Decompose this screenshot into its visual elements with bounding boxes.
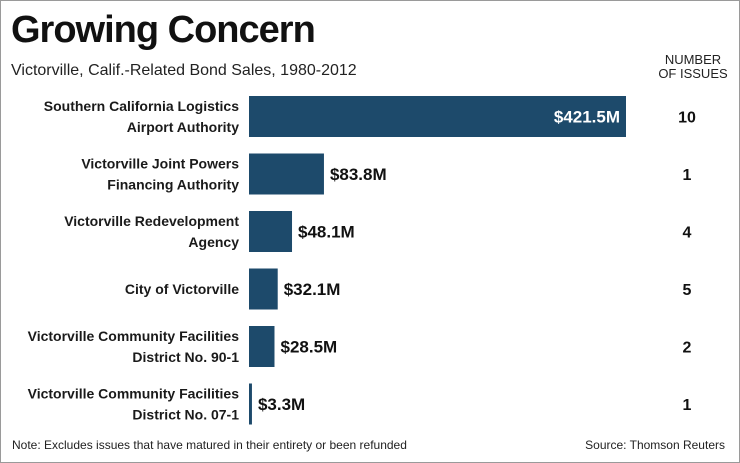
bar-value-label: $48.1M (298, 223, 355, 242)
bar (249, 153, 324, 195)
category-label: Victorville Joint Powers Financing Author… (81, 156, 239, 193)
issue-count: 10 (678, 110, 696, 127)
category-label: Victorville Redevelopment Agency (64, 213, 239, 250)
issue-count: 5 (683, 282, 692, 299)
category-label: Victorville Community Facilities District… (28, 386, 240, 423)
bar-value-label: $3.3M (258, 395, 305, 414)
bar (249, 96, 626, 137)
category-label: City of Victorville (125, 281, 239, 297)
bar-value-label: $32.1M (284, 280, 341, 299)
chart-subtitle: Victorville, Calif.-Related Bond Sales, … (11, 62, 357, 79)
bar-value-label: $83.8M (330, 165, 387, 184)
issue-count: 1 (683, 167, 692, 184)
issue-count: 4 (683, 225, 692, 242)
bar (249, 211, 293, 252)
issue-count: 2 (683, 340, 692, 357)
bar (249, 268, 278, 310)
category-label: Southern California Logistics Airport Aut… (44, 98, 239, 135)
bar (249, 326, 275, 367)
bar-value-label: $421.5M (554, 108, 620, 127)
bar-value-label: $28.5M (280, 338, 337, 357)
bar (249, 383, 252, 425)
chart-title: Growing Concern (11, 9, 316, 51)
issues-column-header: NUMBER OF ISSUES (658, 52, 728, 81)
footnote: Note: Excludes issues that have matured … (12, 438, 407, 452)
category-label: Victorville Community Facilities District… (28, 328, 240, 365)
source-credit: Source: Thomson Reuters (585, 438, 725, 452)
issue-count: 1 (683, 397, 692, 414)
